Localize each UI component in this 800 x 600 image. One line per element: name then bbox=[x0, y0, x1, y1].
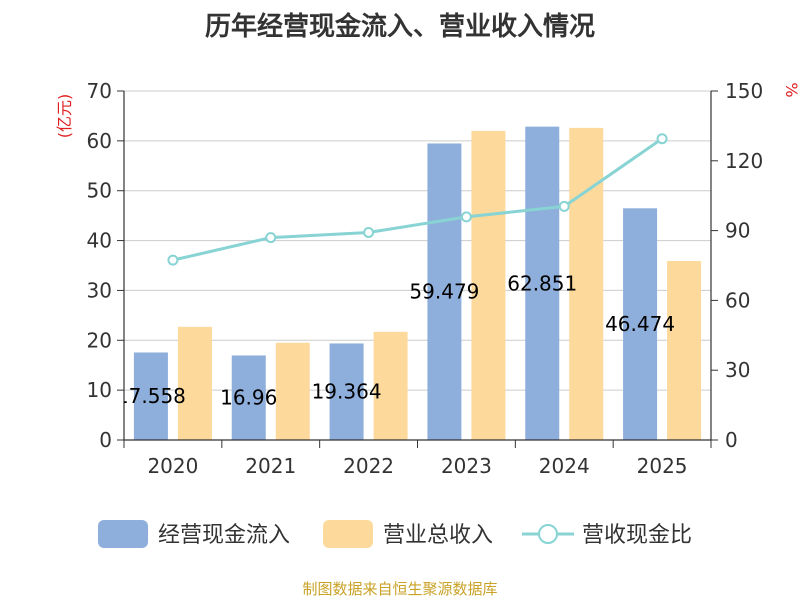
y-right-tick-label: 60 bbox=[725, 288, 750, 312]
bar-revenue bbox=[667, 261, 702, 440]
bar-value-label: 17.558 bbox=[116, 384, 186, 408]
bars bbox=[133, 126, 702, 440]
y-right-tick-label: 90 bbox=[725, 219, 750, 243]
ratio-line bbox=[172, 137, 663, 262]
bar-revenue bbox=[569, 127, 604, 440]
axes: 0 10 20 30 40 50 60 70 0 30 60 90 120 150 (亿元)% 2020 202… bbox=[55, 79, 800, 478]
x-tick-label: 2022 bbox=[343, 454, 394, 478]
y-left-tick-label: 40 bbox=[87, 229, 112, 253]
bar-value-label: 62.851 bbox=[507, 271, 577, 295]
x-tick-label: 2020 bbox=[147, 454, 198, 478]
legend-label-revenue: 营业总收入 bbox=[383, 523, 493, 548]
y-left-tick-label: 70 bbox=[87, 79, 112, 103]
y-left-tick-label: 50 bbox=[87, 179, 112, 203]
legend: 经营现金流入 营业总收入 营收现金比 bbox=[98, 520, 692, 548]
x-tick-label: 2025 bbox=[637, 454, 688, 478]
bar-cash-inflow bbox=[427, 143, 462, 440]
legend-label-ratio: 营收现金比 bbox=[582, 523, 692, 548]
bar-value-label: 46.474 bbox=[605, 312, 675, 336]
bar-value-label: 19.364 bbox=[312, 380, 382, 404]
bar-revenue bbox=[177, 326, 212, 440]
bar-value-label: 16.96 bbox=[220, 386, 277, 410]
bar-cash-inflow bbox=[133, 352, 168, 440]
legend-swatch-revenue bbox=[323, 520, 373, 548]
bar-revenue bbox=[373, 331, 408, 440]
grid-lines bbox=[124, 90, 711, 391]
ratio-line-layer bbox=[167, 133, 668, 266]
ratio-point bbox=[558, 200, 570, 212]
ratio-point bbox=[265, 232, 277, 244]
y-right-tick-label: 0 bbox=[725, 428, 738, 452]
x-tick-label: 2024 bbox=[539, 454, 590, 478]
bar-value-label: 59.479 bbox=[409, 280, 479, 304]
ratio-point bbox=[363, 226, 375, 238]
bar-cash-inflow bbox=[623, 208, 658, 440]
y-right-tick-label: 120 bbox=[725, 149, 763, 173]
y-left-tick-label: 20 bbox=[87, 328, 112, 352]
bar-revenue bbox=[471, 130, 506, 440]
y-right-tick-label: 150 bbox=[725, 79, 763, 103]
y-left-tick-label: 30 bbox=[87, 278, 112, 302]
y-left-tick-label: 0 bbox=[99, 428, 112, 452]
bar-cash-inflow bbox=[231, 355, 266, 440]
y-right-tick-label: 30 bbox=[725, 358, 750, 382]
ratio-point bbox=[460, 211, 472, 223]
legend-swatch-cash-inflow bbox=[98, 520, 148, 548]
x-tick-label: 2021 bbox=[245, 454, 296, 478]
bar-cash-inflow bbox=[329, 343, 364, 440]
chart-title: 历年经营现金流入、营业收入情况 bbox=[204, 12, 595, 42]
data-labels: 17.558 16.96 19.364 59.479 62.851 46.474 bbox=[116, 271, 675, 410]
y-left-tick-label: 10 bbox=[87, 378, 112, 402]
ratio-point bbox=[167, 254, 179, 266]
bar-cash-inflow bbox=[525, 126, 560, 440]
bar-revenue bbox=[275, 342, 310, 440]
y-left-unit-label: (亿元) bbox=[55, 94, 74, 139]
data-source-note: 制图数据来自恒生聚源数据库 bbox=[302, 580, 498, 598]
y-left-tick-label: 60 bbox=[87, 129, 112, 153]
bar-label-group: 17.558 16.96 19.364 59.479 62.851 46.474 bbox=[116, 271, 675, 410]
legend-swatch-ratio-marker bbox=[538, 524, 558, 544]
y-right-unit-label: % bbox=[782, 82, 800, 97]
ratio-point bbox=[656, 133, 668, 145]
x-tick-label: 2023 bbox=[441, 454, 492, 478]
legend-label-cash-inflow: 经营现金流入 bbox=[158, 523, 290, 548]
